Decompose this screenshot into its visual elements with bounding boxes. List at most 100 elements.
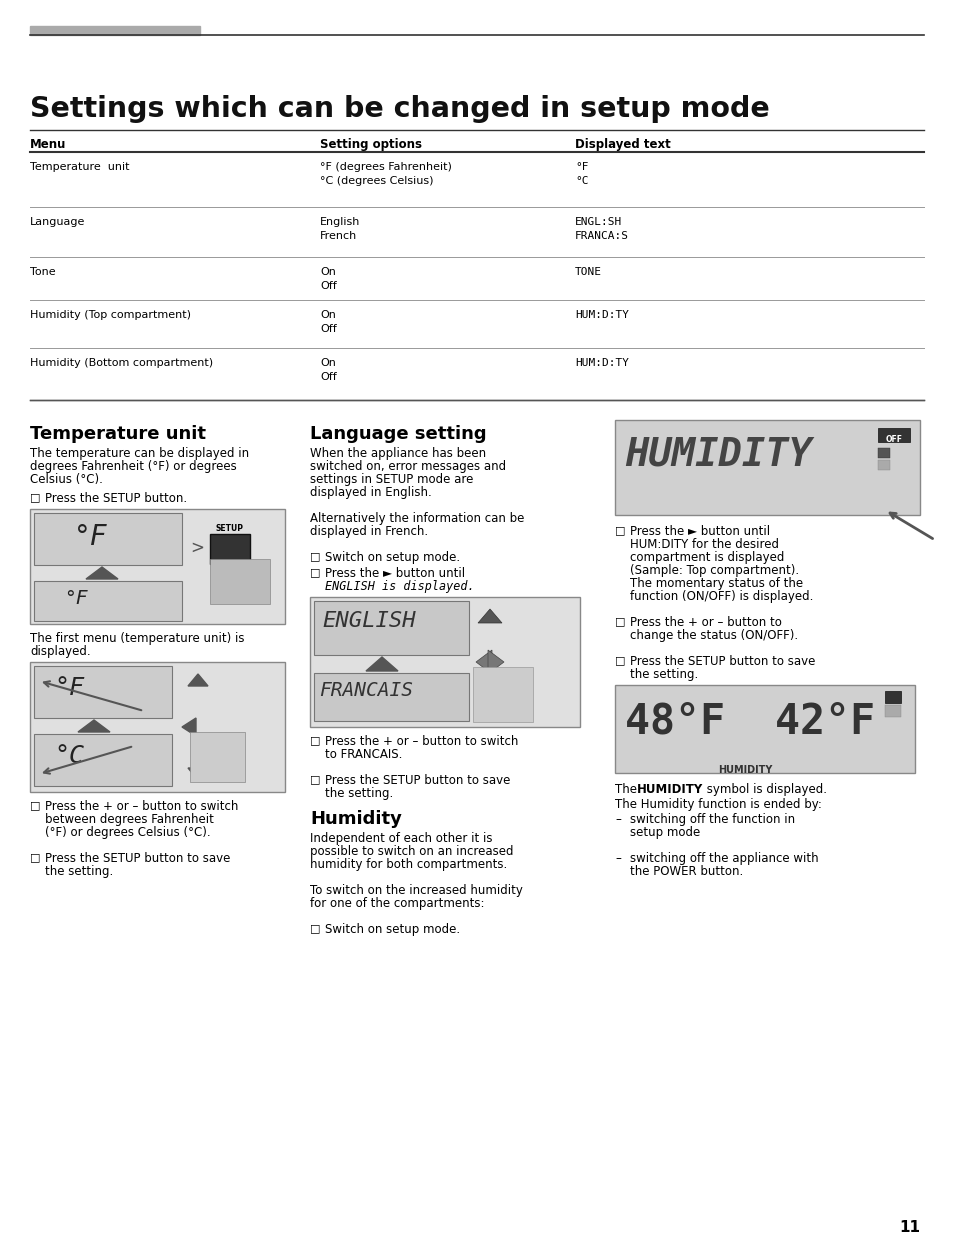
Text: the setting.: the setting. (629, 668, 698, 680)
Text: □: □ (30, 852, 40, 862)
Text: symbol is displayed.: symbol is displayed. (702, 783, 826, 797)
Text: Settings which can be changed in setup mode: Settings which can be changed in setup m… (30, 95, 769, 124)
Text: □: □ (615, 616, 625, 626)
Polygon shape (477, 699, 501, 715)
Polygon shape (476, 650, 492, 674)
Text: ENGL:SH: ENGL:SH (575, 217, 621, 227)
Text: HUM:DITY for the desired: HUM:DITY for the desired (629, 538, 779, 551)
Text: the setting.: the setting. (45, 864, 113, 878)
Text: Language setting: Language setting (310, 425, 486, 443)
Text: –: – (615, 852, 620, 864)
Text: possible to switch on an increased: possible to switch on an increased (310, 845, 513, 858)
Text: the setting.: the setting. (325, 787, 393, 800)
Text: FRANCA:S: FRANCA:S (575, 231, 628, 241)
Text: On: On (319, 358, 335, 368)
Bar (310, 597, 579, 727)
Text: 11: 11 (898, 1220, 919, 1235)
Text: settings in SETUP mode are: settings in SETUP mode are (310, 473, 473, 487)
Polygon shape (477, 609, 501, 622)
Bar (877, 459, 889, 471)
Text: switching off the function in: switching off the function in (629, 813, 794, 826)
Text: the POWER button.: the POWER button. (629, 864, 742, 878)
Text: The Humidity function is ended by:: The Humidity function is ended by: (615, 798, 821, 811)
Text: Celsius (°C).: Celsius (°C). (30, 473, 103, 487)
Text: °C: °C (54, 743, 84, 768)
Text: To switch on the increased humidity: To switch on the increased humidity (310, 884, 522, 897)
Text: humidity for both compartments.: humidity for both compartments. (310, 858, 507, 871)
Text: Temperature  unit: Temperature unit (30, 162, 130, 172)
Text: FRANCAIS: FRANCAIS (318, 680, 413, 700)
Text: □: □ (615, 525, 625, 535)
Polygon shape (488, 650, 503, 674)
Bar (30, 662, 285, 792)
Text: Temperature unit: Temperature unit (30, 425, 206, 443)
Bar (615, 420, 919, 515)
Text: Press the + or – button to switch: Press the + or – button to switch (45, 800, 238, 813)
Polygon shape (78, 720, 110, 732)
Polygon shape (86, 567, 118, 579)
Text: >: > (190, 538, 204, 557)
Bar (34, 580, 182, 621)
Text: °F: °F (64, 589, 88, 608)
Text: –: – (615, 813, 620, 826)
Text: Press the SETUP button to save: Press the SETUP button to save (629, 655, 815, 668)
Text: □: □ (310, 923, 320, 932)
Text: Language: Language (30, 217, 85, 227)
Text: Humidity (Bottom compartment): Humidity (Bottom compartment) (30, 358, 213, 368)
Text: □: □ (615, 655, 625, 664)
Text: On: On (319, 310, 335, 320)
Text: Press the SETUP button to save: Press the SETUP button to save (325, 774, 510, 787)
Text: When the appliance has been: When the appliance has been (310, 447, 486, 459)
Text: □: □ (30, 800, 40, 810)
Text: setup mode: setup mode (629, 826, 700, 839)
Text: ENGLISH is displayed.: ENGLISH is displayed. (325, 580, 475, 593)
Text: displayed.: displayed. (30, 645, 91, 658)
Text: Humidity: Humidity (310, 810, 401, 827)
Bar (30, 26, 200, 35)
Text: °C (degrees Celsius): °C (degrees Celsius) (319, 177, 433, 186)
Text: □: □ (310, 567, 320, 577)
Text: HUM:D:TY: HUM:D:TY (575, 358, 628, 368)
Text: displayed in French.: displayed in French. (310, 525, 428, 538)
Bar (30, 509, 285, 624)
Text: The momentary status of the: The momentary status of the (629, 577, 802, 590)
Text: function (ON/OFF) is displayed.: function (ON/OFF) is displayed. (629, 590, 813, 603)
Text: Tone: Tone (30, 267, 55, 277)
Text: change the status (ON/OFF).: change the status (ON/OFF). (629, 629, 798, 642)
Bar (314, 601, 469, 655)
Text: to FRANCAIS.: to FRANCAIS. (325, 748, 402, 761)
Bar (34, 666, 172, 718)
Bar (884, 692, 900, 703)
Text: HUMIDITY: HUMIDITY (637, 783, 702, 797)
Text: OFF: OFF (884, 435, 902, 445)
Text: Off: Off (319, 282, 336, 291)
Text: displayed in English.: displayed in English. (310, 487, 432, 499)
Bar (314, 673, 469, 721)
Text: (Sample: Top compartment).: (Sample: Top compartment). (629, 564, 799, 577)
Text: degrees Fahrenheit (°F) or degrees: degrees Fahrenheit (°F) or degrees (30, 459, 236, 473)
Text: ENGLISH: ENGLISH (322, 611, 416, 631)
Bar (210, 534, 250, 564)
Bar (34, 513, 182, 564)
Text: SETUP: SETUP (215, 524, 244, 534)
Text: HUM:D:TY: HUM:D:TY (575, 310, 628, 320)
Text: □: □ (310, 551, 320, 561)
Text: HUMIDITY: HUMIDITY (717, 764, 771, 776)
Text: between degrees Fahrenheit: between degrees Fahrenheit (45, 813, 213, 826)
Text: °C: °C (575, 177, 588, 186)
Text: HUMIDITY: HUMIDITY (624, 435, 811, 473)
Text: switched on, error messages and: switched on, error messages and (310, 459, 506, 473)
Text: Displayed text: Displayed text (575, 138, 670, 151)
Text: Press the SETUP button to save: Press the SETUP button to save (45, 852, 230, 864)
Text: Alternatively the information can be: Alternatively the information can be (310, 513, 524, 525)
Text: □: □ (310, 774, 320, 784)
Bar (210, 559, 270, 604)
Bar (877, 429, 909, 442)
Text: Press the SETUP button.: Press the SETUP button. (45, 492, 187, 505)
Text: English: English (319, 217, 360, 227)
Bar (473, 667, 533, 722)
Bar (190, 732, 245, 782)
Text: switching off the appliance with: switching off the appliance with (629, 852, 818, 864)
Bar (34, 734, 172, 785)
Text: compartment is displayed: compartment is displayed (629, 551, 783, 564)
